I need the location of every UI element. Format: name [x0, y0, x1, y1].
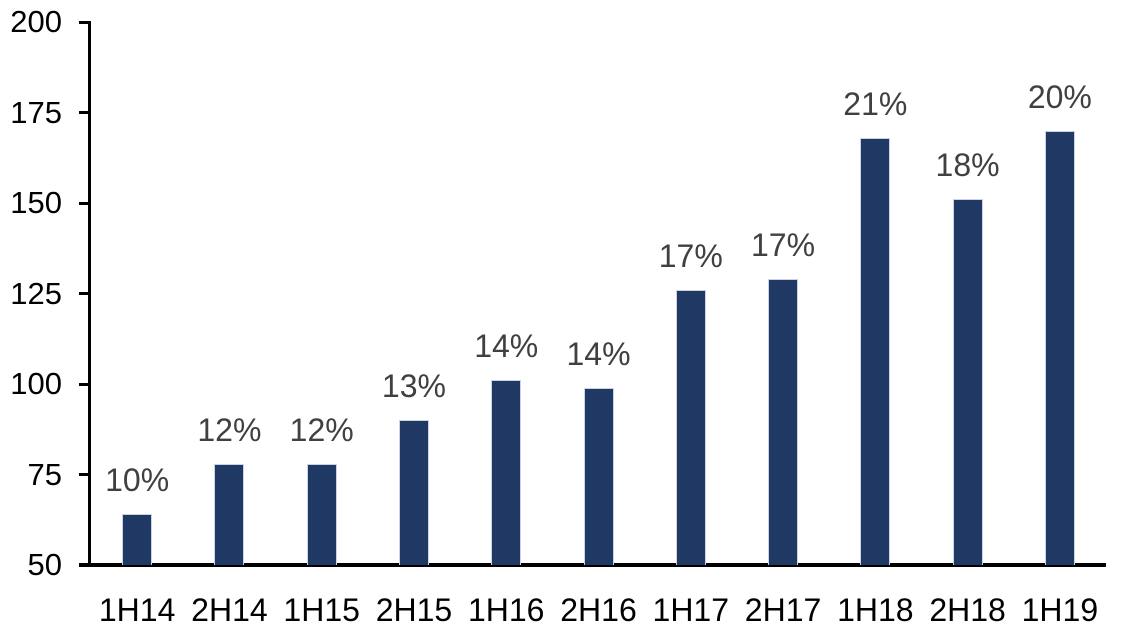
bar-value-label: 13%: [381, 368, 446, 405]
x-category-label: 2H18: [929, 592, 1006, 628]
bar: [398, 420, 429, 565]
y-tick-mark: [79, 563, 91, 567]
bar-value-label: 21%: [843, 85, 908, 122]
bar-value-label: 20%: [1027, 78, 1092, 115]
x-category-label: 2H15: [375, 592, 453, 628]
x-category-label: 1H17: [652, 592, 730, 628]
y-tick-label: 75: [27, 456, 62, 492]
y-tick-label: 175: [10, 94, 62, 130]
x-category-label: 1H19: [1021, 592, 1099, 628]
y-tick-mark: [79, 111, 91, 114]
bar: [491, 380, 522, 565]
y-tick-label: 50: [27, 547, 62, 582]
x-category-label: 1H14: [98, 592, 176, 628]
y-tick-label: 200: [10, 4, 62, 39]
bar: [675, 289, 706, 565]
x-category-label: 2H14: [191, 592, 268, 628]
bar: [583, 387, 614, 565]
x-axis-line: [79, 563, 1106, 567]
y-tick-label: 150: [10, 185, 62, 220]
y-tick-mark: [79, 201, 91, 205]
y-tick-label: 125: [10, 275, 62, 311]
y-tick-mark: [79, 292, 91, 295]
y-tick-mark: [79, 382, 91, 386]
bar: [952, 199, 983, 565]
bar-value-label: 14%: [566, 335, 631, 372]
x-category-label: 2H16: [560, 592, 637, 628]
x-category-label: 1H15: [283, 592, 360, 628]
bar-value-label: 14%: [474, 328, 539, 365]
x-category-label: 2H17: [744, 592, 822, 628]
bar-value-label: 18%: [935, 147, 1000, 184]
bar: [1044, 130, 1075, 565]
x-category-label: 1H18: [837, 592, 914, 628]
bar: [122, 514, 153, 565]
bar-value-label: 10%: [105, 462, 170, 499]
bar-value-label: 17%: [658, 237, 723, 274]
bar-value-label: 12%: [197, 411, 262, 448]
bar-value-label: 17%: [751, 227, 816, 264]
bar: [214, 463, 245, 565]
bar: [860, 137, 891, 565]
y-tick-mark: [79, 473, 91, 476]
y-tick-mark: [79, 20, 91, 24]
x-category-label: 1H16: [467, 592, 545, 628]
bar: [306, 463, 337, 565]
y-tick-label: 100: [10, 366, 62, 401]
bar: [768, 279, 799, 565]
bar-value-label: 12%: [289, 411, 354, 448]
